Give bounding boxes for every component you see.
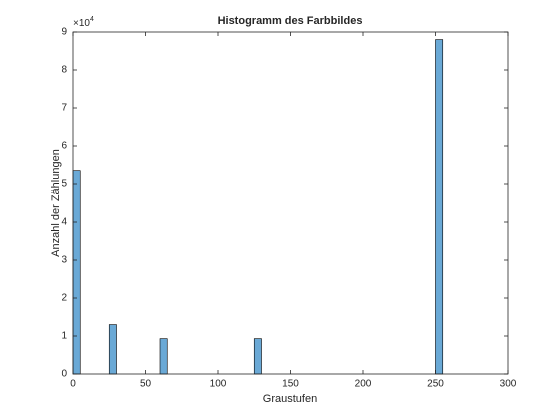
y-tick-label: 5 (61, 179, 67, 190)
x-tick-label: 50 (140, 379, 152, 390)
x-tick-label: 250 (427, 379, 444, 390)
x-axis-label: Graustufen (263, 393, 317, 405)
x-tick-label: 100 (210, 379, 227, 390)
y-tick-label: 9 (61, 27, 67, 38)
bar (72, 170, 81, 375)
bar (108, 324, 117, 375)
y-tick-label: 1 (61, 331, 67, 342)
bar (253, 338, 262, 375)
x-tick-label: 200 (355, 379, 372, 390)
y-tick-label: 4 (61, 217, 67, 228)
x-tick-label: 0 (70, 379, 76, 390)
y-tick-label: 3 (61, 255, 67, 266)
x-tick-label: 300 (500, 379, 517, 390)
chart-title: Histogramm des Farbbildes (218, 15, 363, 27)
y-multiplier: ×104 (73, 16, 94, 29)
bar (159, 338, 168, 375)
y-tick-label: 8 (61, 65, 67, 76)
y-tick-label: 6 (61, 141, 67, 152)
y-tick-label: 7 (61, 103, 67, 114)
y-tick-label: 0 (61, 369, 67, 380)
y-multiplier-exponent: 4 (90, 16, 94, 23)
x-tick-label: 150 (282, 379, 299, 390)
y-tick-label: 2 (61, 293, 67, 304)
y-multiplier-base: ×10 (73, 18, 90, 29)
y-axis-label: Anzahl der Zählungen (50, 149, 62, 257)
bar (435, 39, 444, 375)
